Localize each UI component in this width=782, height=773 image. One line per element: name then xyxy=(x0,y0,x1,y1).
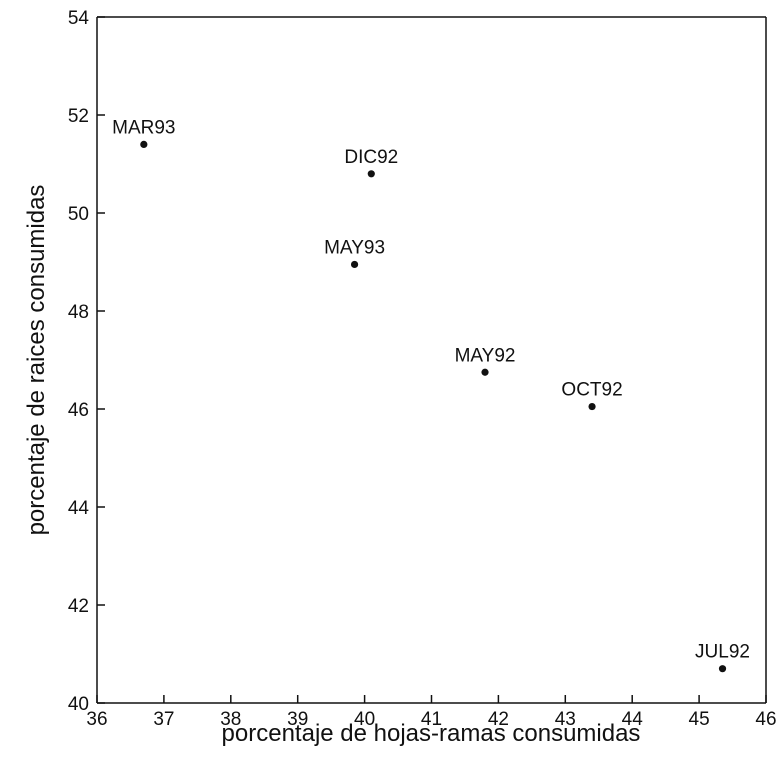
y-tick-label: 54 xyxy=(68,8,90,29)
y-tick-label: 52 xyxy=(68,106,89,127)
x-tick-label: 39 xyxy=(287,709,308,730)
y-tick-label: 42 xyxy=(68,596,89,617)
y-axis-title: porcentaje de raices consumidas xyxy=(23,185,50,536)
y-tick-label: 46 xyxy=(68,400,89,421)
y-tick-label: 48 xyxy=(68,302,89,323)
x-tick-label: 43 xyxy=(555,709,576,730)
data-point xyxy=(481,368,489,376)
x-tick-label: 38 xyxy=(220,709,241,730)
data-point xyxy=(350,260,359,269)
data-points: MAR93 DIC92 MAY93 MAY92 OCT92 JUL92 xyxy=(112,117,750,673)
x-tick-label: 40 xyxy=(354,709,375,730)
y-tick-label: 40 xyxy=(68,694,89,715)
y-axis-ticks: 40 42 44 46 48 50 52 54 xyxy=(68,8,105,715)
x-tick-label: 46 xyxy=(755,709,776,730)
plot-frame xyxy=(96,16,767,704)
x-axis-ticks: 36 37 38 39 40 41 42 43 44 45 46 xyxy=(86,695,777,730)
data-point xyxy=(140,140,148,148)
point-label: MAY93 xyxy=(324,237,385,258)
point-label: JUL92 xyxy=(695,642,750,663)
x-tick-label: 41 xyxy=(421,709,442,730)
data-point xyxy=(718,665,727,673)
data-point xyxy=(367,170,375,178)
y-tick-label: 50 xyxy=(68,204,89,225)
x-tick-label: 37 xyxy=(153,709,174,730)
point-label: MAY92 xyxy=(455,345,516,366)
data-point xyxy=(588,402,596,411)
point-label: DIC92 xyxy=(344,147,398,168)
x-axis-title: porcentaje de hojas-ramas consumidas xyxy=(222,720,641,747)
y-tick-label: 44 xyxy=(68,498,90,519)
x-tick-label: 45 xyxy=(689,709,710,730)
x-tick-label: 42 xyxy=(488,709,509,730)
x-tick-label: 36 xyxy=(86,709,107,730)
x-tick-label: 44 xyxy=(622,709,644,730)
point-label: MAR93 xyxy=(112,117,175,138)
point-label: OCT92 xyxy=(561,380,622,401)
